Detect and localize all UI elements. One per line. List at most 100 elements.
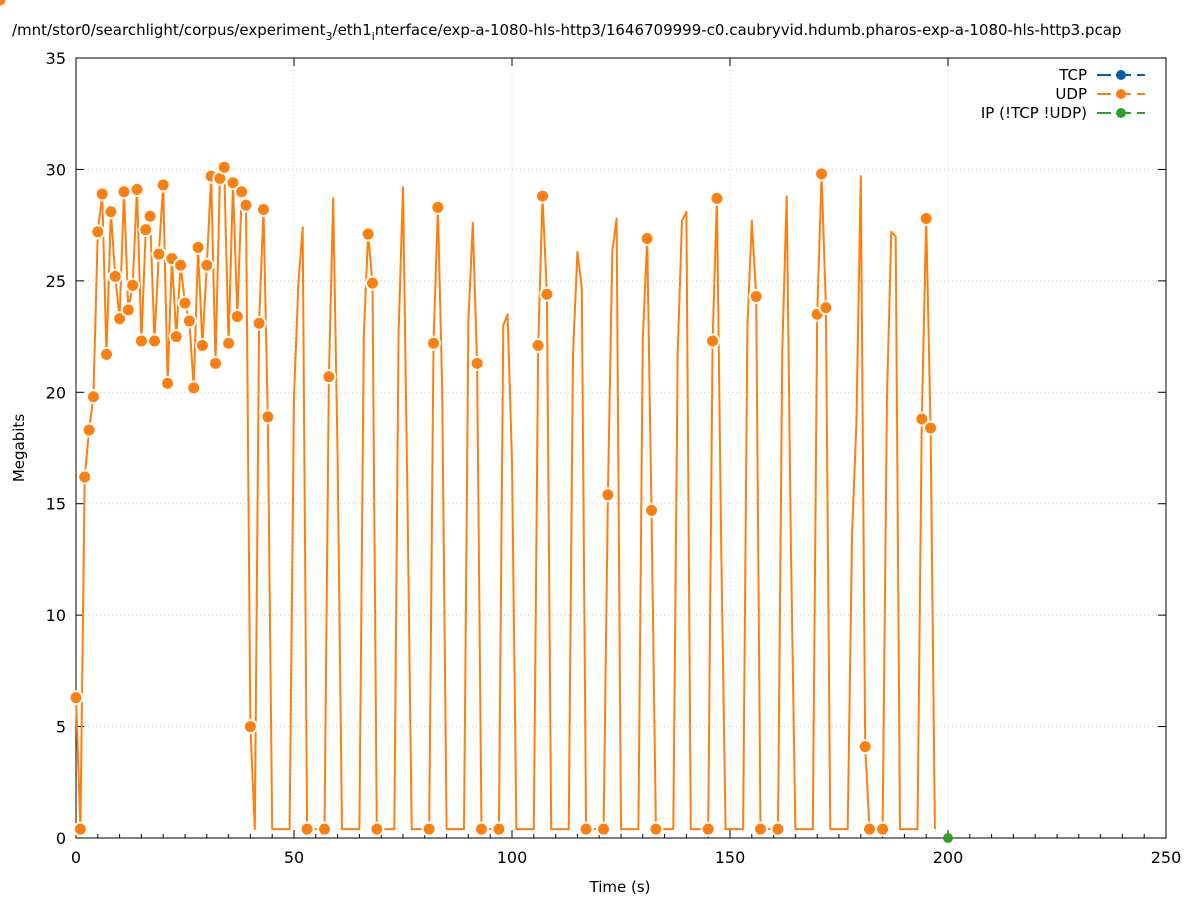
data-point	[112, 311, 128, 327]
data-point	[918, 210, 934, 226]
data-point	[107, 268, 123, 284]
data-point	[430, 199, 446, 215]
data-point	[600, 487, 616, 503]
data-point	[94, 186, 110, 202]
data-point	[181, 313, 197, 329]
data-point	[72, 821, 88, 837]
data-point	[321, 369, 337, 385]
data-point	[151, 246, 167, 262]
x-tick-label: 150	[715, 848, 746, 867]
data-point	[469, 355, 485, 371]
data-point	[160, 375, 176, 391]
data-point	[491, 821, 507, 837]
legend-marker	[1116, 70, 1126, 80]
x-axis-label: Time (s)	[589, 878, 651, 896]
data-point	[914, 411, 930, 427]
data-point	[255, 202, 271, 218]
y-tick-label: 10	[46, 606, 66, 625]
data-point	[535, 188, 551, 204]
data-point	[81, 422, 97, 438]
data-point	[190, 239, 206, 255]
data-point	[85, 389, 101, 405]
data-point	[426, 335, 442, 351]
data-point	[473, 821, 489, 837]
title-part-a: /mnt/stor0/searchlight/corpus/experiment	[12, 21, 326, 39]
y-tick-label: 35	[46, 49, 66, 68]
x-tick-label: 50	[284, 848, 304, 867]
x-tick-label: 250	[1151, 848, 1182, 867]
data-point	[238, 197, 254, 213]
title-part-b: /eth1	[333, 21, 372, 39]
y-tick-label: 20	[46, 383, 66, 402]
data-point	[814, 166, 830, 182]
plot-border	[75, 57, 1167, 839]
data-point	[596, 821, 612, 837]
data-point	[639, 231, 655, 247]
y-tick-label: 30	[46, 160, 66, 179]
data-point	[221, 335, 237, 351]
data-point	[578, 821, 594, 837]
data-point	[753, 821, 769, 837]
y-tick-label: 15	[46, 495, 66, 514]
x-tick-label: 200	[933, 848, 964, 867]
data-point	[943, 833, 953, 843]
title-part-c: nterface/exp-a-1080-hls-http3/1646709999…	[375, 21, 1122, 39]
data-point	[360, 226, 376, 242]
data-point	[168, 329, 184, 345]
data-point	[875, 821, 891, 837]
data-point	[142, 208, 158, 224]
data-point	[862, 821, 878, 837]
data-point	[103, 204, 119, 220]
legend-marker	[1116, 89, 1126, 99]
data-point	[748, 288, 764, 304]
data-point	[857, 739, 873, 755]
series-2	[943, 833, 953, 843]
data-point	[818, 300, 834, 316]
chart-title: /mnt/stor0/searchlight/corpus/experiment…	[12, 21, 1121, 43]
data-point	[68, 690, 84, 706]
data-point	[770, 821, 786, 837]
data-point	[186, 380, 202, 396]
y-axis-label: Megabits	[10, 414, 28, 482]
data-point	[199, 257, 215, 273]
data-point	[216, 159, 232, 175]
y-tick-label: 5	[56, 718, 66, 737]
data-point	[644, 502, 660, 518]
data-point	[364, 275, 380, 291]
title-sub-1: 3	[326, 30, 333, 43]
data-point	[317, 821, 333, 837]
data-point	[648, 821, 664, 837]
data-point	[709, 190, 725, 206]
title-sub-2: i	[372, 30, 375, 43]
data-point	[369, 821, 385, 837]
data-point	[234, 184, 250, 200]
y-tick-label: 0	[56, 829, 66, 848]
x-tick-label: 0	[71, 848, 81, 867]
data-point	[99, 346, 115, 362]
data-point	[90, 224, 106, 240]
data-point	[125, 277, 141, 293]
data-point	[129, 181, 145, 197]
data-point	[146, 333, 162, 349]
data-point	[530, 337, 546, 353]
x-tick-label: 100	[497, 848, 528, 867]
y-tick-label: 25	[46, 272, 66, 291]
data-point	[700, 821, 716, 837]
data-point	[299, 821, 315, 837]
data-point	[260, 409, 276, 425]
data-point	[923, 420, 939, 436]
data-point	[705, 333, 721, 349]
data-point	[225, 175, 241, 191]
legend-label: UDP	[1055, 85, 1087, 103]
legend-marker	[1116, 108, 1126, 118]
data-point	[242, 719, 258, 735]
legend-label: IP (!TCP !UDP)	[981, 104, 1087, 122]
data-point	[194, 337, 210, 353]
data-point	[155, 177, 171, 193]
data-point	[133, 333, 149, 349]
data-point	[539, 286, 555, 302]
data-point	[77, 469, 93, 485]
data-point	[0, 0, 8, 8]
